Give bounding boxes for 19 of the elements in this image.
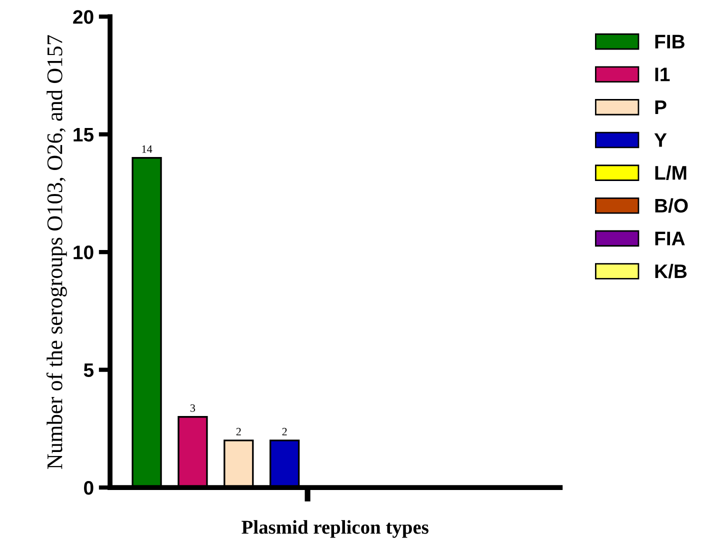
- y-tick-label: 20: [73, 10, 94, 24]
- legend-label: B/O: [655, 198, 688, 213]
- legend-label: Y: [654, 133, 667, 147]
- y-tick-label: 0: [84, 480, 94, 495]
- y-axis-title: Number of the serogroups O103, O26, and O157: [46, 35, 67, 469]
- y-tick-label: 10: [74, 246, 94, 260]
- x-axis-title: Plasmid replicon types: [242, 520, 428, 538]
- legend-label: I1: [655, 68, 670, 82]
- legend-label: K/B: [655, 264, 687, 278]
- data-label: 14: [142, 145, 152, 153]
- data-label: 2: [236, 428, 241, 436]
- data-label: 2: [282, 428, 287, 436]
- y-tick-label: 15: [74, 128, 94, 142]
- data-label: 3: [190, 404, 196, 412]
- legend-label: FIA: [655, 232, 685, 246]
- legend-label: P: [655, 100, 666, 114]
- y-tick-label: 5: [84, 363, 94, 378]
- legend-label: L/M: [655, 165, 686, 180]
- legend-label: FIB: [655, 34, 684, 48]
